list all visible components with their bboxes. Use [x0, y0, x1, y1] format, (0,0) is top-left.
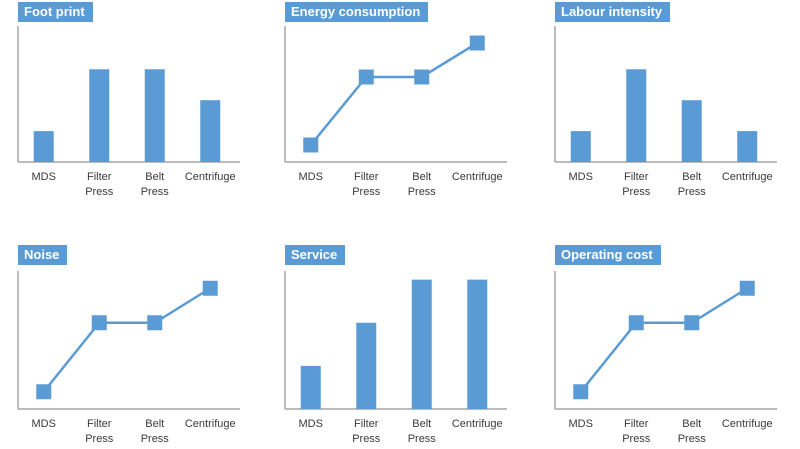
series-line — [579, 287, 748, 393]
series-line — [42, 287, 211, 393]
bar — [411, 279, 432, 409]
bar — [681, 100, 702, 162]
x-tick-label: Filter Press — [352, 418, 381, 445]
x-tick-label: MDS — [32, 418, 56, 430]
data-point — [628, 315, 644, 331]
data-point — [36, 384, 52, 400]
x-tick-label: MDS — [299, 418, 323, 430]
bar — [33, 131, 54, 162]
chart-panel: Operating cost MDS Filter Press Belt Press Cen… — [554, 245, 787, 449]
data-point — [739, 280, 755, 296]
x-tick-label: Belt Press — [678, 171, 707, 198]
x-tick-label: Belt Press — [408, 171, 437, 198]
data-point — [414, 69, 430, 85]
bar — [356, 322, 377, 409]
x-tick-label: MDS — [32, 171, 56, 183]
chart-svg: MDS Filter Press Belt Press Centrifuge — [17, 271, 240, 445]
x-tick-label: Belt Press — [141, 418, 170, 445]
x-tick-label: MDS — [569, 418, 593, 430]
x-tick-label: MDS — [299, 171, 323, 183]
chart-panel: Service MDS Filter Press Belt Press Centrifuge — [284, 245, 517, 449]
x-tick-label: Belt Press — [408, 418, 437, 445]
chart-panel: Foot print MDS Filter Press Belt Press Centrif… — [17, 2, 250, 202]
bar — [570, 131, 591, 162]
data-point — [469, 35, 485, 51]
x-tick-label: Centrifuge — [722, 418, 773, 430]
x-tick-label: Centrifuge — [452, 418, 503, 430]
bar — [200, 100, 221, 162]
data-point — [147, 315, 163, 331]
chart-title: Noise — [18, 245, 68, 265]
x-tick-label: Filter Press — [85, 171, 114, 198]
chart-svg: MDS Filter Press Belt Press Centrifuge — [17, 26, 240, 198]
chart-title: Energy consumption — [285, 2, 429, 22]
chart-panel: Energy consumption MDS Filter Press Belt Pres… — [284, 2, 517, 202]
chart-title: Foot print — [18, 2, 93, 22]
chart-svg: MDS Filter Press Belt Press Centrifuge — [554, 26, 777, 198]
chart-panel: Labour intensity MDS Filter Press Belt Press C… — [554, 2, 787, 202]
data-point — [91, 315, 107, 331]
bar — [89, 69, 110, 162]
chart-svg: MDS Filter Press Belt Press Centrifuge — [284, 271, 507, 445]
bar — [300, 365, 321, 409]
x-tick-label: Filter Press — [622, 171, 651, 198]
bar — [626, 69, 647, 162]
data-point — [358, 69, 374, 85]
data-point — [684, 315, 700, 331]
x-tick-label: Centrifuge — [185, 171, 236, 183]
data-point — [573, 384, 589, 400]
chart-title: Service — [285, 245, 346, 265]
chart-panel: Noise MDS Filter Press Belt Press Centrifuge — [17, 245, 250, 449]
x-tick-label: Belt Press — [678, 418, 707, 445]
chart-svg: MDS Filter Press Belt Press Centrifuge — [554, 271, 777, 445]
x-tick-label: Belt Press — [141, 171, 170, 198]
bar — [144, 69, 165, 162]
chart-title: Operating cost — [555, 245, 661, 265]
series-line — [309, 41, 478, 146]
chart-title: Labour intensity — [555, 2, 671, 22]
x-tick-label: Centrifuge — [185, 418, 236, 430]
x-tick-label: MDS — [569, 171, 593, 183]
x-tick-label: Centrifuge — [452, 171, 503, 183]
bar — [737, 131, 758, 162]
chart-svg: MDS Filter Press Belt Press Centrifuge — [284, 26, 507, 198]
x-tick-label: Filter Press — [622, 418, 651, 445]
data-point — [202, 280, 218, 296]
data-point — [303, 137, 319, 153]
x-tick-label: Filter Press — [85, 418, 114, 445]
x-tick-label: Centrifuge — [722, 171, 773, 183]
bar — [467, 279, 488, 409]
x-tick-label: Filter Press — [352, 171, 381, 198]
